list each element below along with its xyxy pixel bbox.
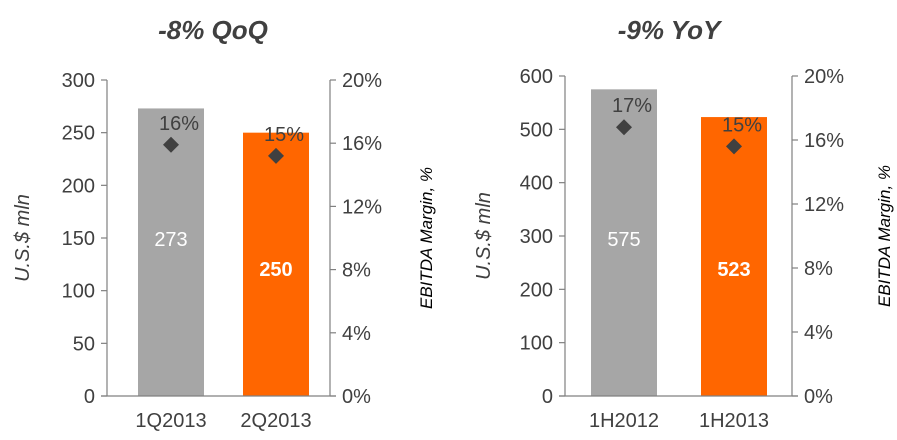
chart-panel-qoq: -8% QoQ 0 50 100 150 200 250 300 0% 4% 8% 12% 16% 20%… (12, 15, 436, 432)
y-tick-label-left: 500 (520, 119, 553, 141)
margin-label: 16% (159, 113, 199, 135)
x-tick-label: 2Q2013 (240, 410, 311, 432)
x-tick-label: 1H2013 (699, 410, 769, 432)
y-tick-label-left: 150 (62, 228, 95, 250)
y-tick-label-right: 4% (342, 323, 371, 345)
y-tick-label-right: 20% (804, 66, 844, 88)
y-axis-title-right: EBITDA Margin, % (417, 167, 436, 309)
margin-label: 15% (264, 124, 304, 146)
y-tick-label-left: 200 (520, 279, 553, 301)
y-tick-label-right: 0% (804, 386, 833, 408)
y-tick-label-right: 8% (342, 260, 371, 282)
bar-value-label: 523 (717, 259, 750, 281)
chart-panel-yoy: -9% YoY 0 100 200 300 400 500 600 0% 4% 8% 12% 16% 20… (473, 15, 894, 432)
margin-label: 17% (612, 95, 652, 117)
bar-value-label: 575 (607, 229, 640, 251)
bar-value-label: 273 (154, 229, 187, 251)
y-tick-label-left: 300 (62, 70, 95, 92)
x-tick-label: 1H2012 (589, 410, 659, 432)
chart-title: -9% YoY (618, 15, 723, 45)
y-tick-label-left: 400 (520, 173, 553, 195)
y-tick-label-left: 0 (542, 386, 553, 408)
margin-marker (163, 136, 179, 153)
y-tick-label-right: 12% (804, 194, 844, 216)
y-tick-label-left: 200 (62, 175, 95, 197)
bar-1Q2013 (138, 108, 204, 396)
chart-title: -8% QoQ (158, 15, 268, 45)
bar-1H2012 (591, 89, 657, 396)
y-tick-label-right: 8% (804, 258, 833, 280)
y-tick-label-left: 50 (73, 333, 95, 355)
y-tick-label-right: 0% (342, 386, 371, 408)
y-tick-label-left: 100 (520, 333, 553, 355)
y-tick-label-left: 300 (520, 226, 553, 248)
y-tick-label-right: 12% (342, 196, 382, 218)
bar-value-label: 250 (259, 259, 292, 281)
margin-label: 15% (722, 114, 762, 136)
y-tick-label-right: 4% (804, 322, 833, 344)
y-tick-label-left: 100 (62, 281, 95, 303)
y-tick-label-left: 0 (84, 386, 95, 408)
x-tick-label: 1Q2013 (135, 410, 206, 432)
y-tick-label-right: 16% (342, 133, 382, 155)
y-tick-label-left: 600 (520, 66, 553, 88)
y-tick-label-right: 20% (342, 70, 382, 92)
margin-marker (616, 119, 632, 136)
bar-1H2013 (701, 117, 767, 397)
y-axis-title-left: U.S.$ mln (473, 192, 495, 280)
bar-2Q2013 (243, 132, 309, 396)
margin-marker (726, 138, 742, 155)
y-axis-title-right: EBITDA Margin, % (875, 165, 894, 307)
y-tick-label-left: 250 (62, 123, 95, 145)
margin-marker (268, 147, 284, 164)
y-tick-label-right: 16% (804, 130, 844, 152)
y-axis-title-left: U.S.$ mln (12, 194, 34, 282)
